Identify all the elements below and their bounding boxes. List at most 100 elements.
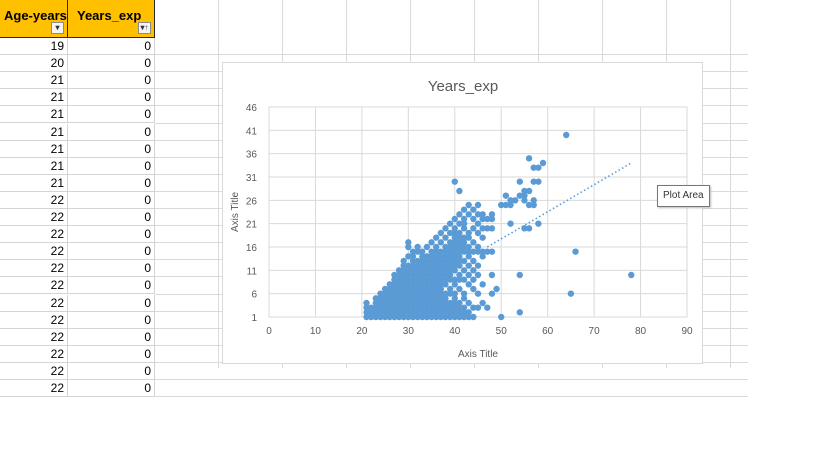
data-point[interactable] (521, 187, 528, 195)
data-point[interactable] (414, 267, 421, 274)
data-point[interactable] (414, 313, 421, 321)
data-point[interactable] (474, 271, 482, 279)
data-point[interactable] (442, 225, 449, 232)
data-point[interactable] (405, 271, 412, 279)
data-point[interactable] (386, 309, 393, 316)
data-point[interactable] (465, 211, 472, 218)
data-point[interactable] (484, 225, 491, 232)
data-point[interactable] (414, 257, 421, 265)
data-point[interactable] (400, 313, 407, 321)
data-point[interactable] (433, 295, 440, 302)
data-point[interactable] (428, 295, 435, 302)
cell-age-years[interactable]: 22 (0, 209, 68, 226)
data-point[interactable] (433, 262, 440, 269)
data-point[interactable] (446, 299, 454, 307)
data-point[interactable] (451, 295, 458, 302)
data-point[interactable] (409, 248, 417, 255)
data-point[interactable] (381, 285, 389, 293)
data-point[interactable] (400, 309, 407, 316)
data-point[interactable] (433, 313, 440, 321)
scatter-chart[interactable]: 0 10 20 30 40 50 60 70 80 90 1 6 11 16 21 26 31 36 41 46 Yea… (222, 62, 703, 364)
data-point[interactable] (423, 290, 431, 297)
data-point[interactable] (372, 295, 380, 302)
data-point[interactable] (470, 276, 477, 283)
data-point[interactable] (446, 267, 454, 274)
data-point[interactable] (414, 243, 421, 251)
data-point[interactable] (451, 248, 458, 255)
data-point[interactable] (460, 257, 468, 265)
data-point[interactable] (400, 281, 407, 288)
data-point[interactable] (423, 281, 431, 288)
data-point[interactable] (386, 313, 393, 321)
data-point[interactable] (628, 271, 635, 279)
cell-years-exp[interactable]: 0 (68, 140, 155, 158)
data-point[interactable] (428, 262, 435, 269)
data-point[interactable] (456, 229, 463, 237)
data-point[interactable] (451, 239, 458, 246)
data-point[interactable] (535, 164, 542, 171)
data-point[interactable] (470, 206, 477, 213)
data-point[interactable] (372, 304, 380, 311)
data-point[interactable] (460, 267, 468, 274)
data-point[interactable] (442, 304, 449, 311)
data-point[interactable] (400, 290, 407, 297)
data-point[interactable] (437, 257, 445, 265)
data-point[interactable] (377, 313, 384, 321)
data-point[interactable] (521, 192, 528, 199)
data-point[interactable] (442, 290, 449, 297)
data-point[interactable] (456, 271, 463, 279)
data-point[interactable] (484, 215, 491, 223)
data-point[interactable] (409, 267, 417, 274)
data-point[interactable] (567, 290, 575, 297)
data-point[interactable] (363, 304, 370, 311)
data-point[interactable] (405, 285, 412, 293)
data-point[interactable] (451, 313, 458, 321)
data-point[interactable] (437, 304, 445, 311)
data-point[interactable] (419, 299, 426, 307)
data-point[interactable] (414, 276, 421, 283)
data-point[interactable] (428, 248, 435, 255)
data-point[interactable] (409, 257, 417, 265)
data-point[interactable] (423, 276, 431, 283)
data-point[interactable] (405, 290, 412, 297)
data-point[interactable] (395, 290, 403, 297)
data-point[interactable] (456, 299, 463, 307)
data-point[interactable] (437, 248, 445, 255)
data-point[interactable] (484, 304, 491, 311)
data-point[interactable] (442, 271, 449, 279)
data-point[interactable] (465, 253, 472, 260)
data-point[interactable] (409, 262, 417, 269)
data-point[interactable] (470, 285, 477, 293)
data-point[interactable] (423, 295, 431, 302)
data-point[interactable] (377, 290, 384, 297)
data-point[interactable] (488, 290, 496, 297)
data-point[interactable] (456, 285, 463, 293)
data-point[interactable] (470, 225, 477, 232)
data-point[interactable] (474, 304, 482, 311)
data-point[interactable] (437, 271, 445, 279)
cell-age-years[interactable]: 20 (0, 55, 68, 73)
data-point[interactable] (419, 248, 426, 255)
data-point[interactable] (451, 243, 458, 251)
cell-age-years[interactable]: 21 (0, 140, 68, 158)
data-point[interactable] (395, 271, 403, 279)
data-point[interactable] (414, 271, 421, 279)
data-point[interactable] (419, 290, 426, 297)
data-point[interactable] (442, 276, 449, 283)
data-point[interactable] (437, 313, 445, 321)
data-point[interactable] (474, 201, 482, 209)
data-point[interactable] (446, 257, 454, 265)
data-point[interactable] (488, 211, 496, 218)
data-point[interactable] (474, 290, 482, 297)
data-point[interactable] (433, 248, 440, 255)
data-point[interactable] (428, 304, 435, 311)
data-point[interactable] (437, 229, 445, 237)
data-point[interactable] (539, 159, 547, 167)
data-point[interactable] (400, 285, 407, 293)
data-point[interactable] (460, 313, 468, 321)
data-point[interactable] (442, 295, 449, 302)
data-point[interactable] (460, 276, 468, 283)
data-point[interactable] (395, 285, 403, 293)
data-point[interactable] (400, 299, 407, 307)
data-point[interactable] (423, 313, 431, 321)
